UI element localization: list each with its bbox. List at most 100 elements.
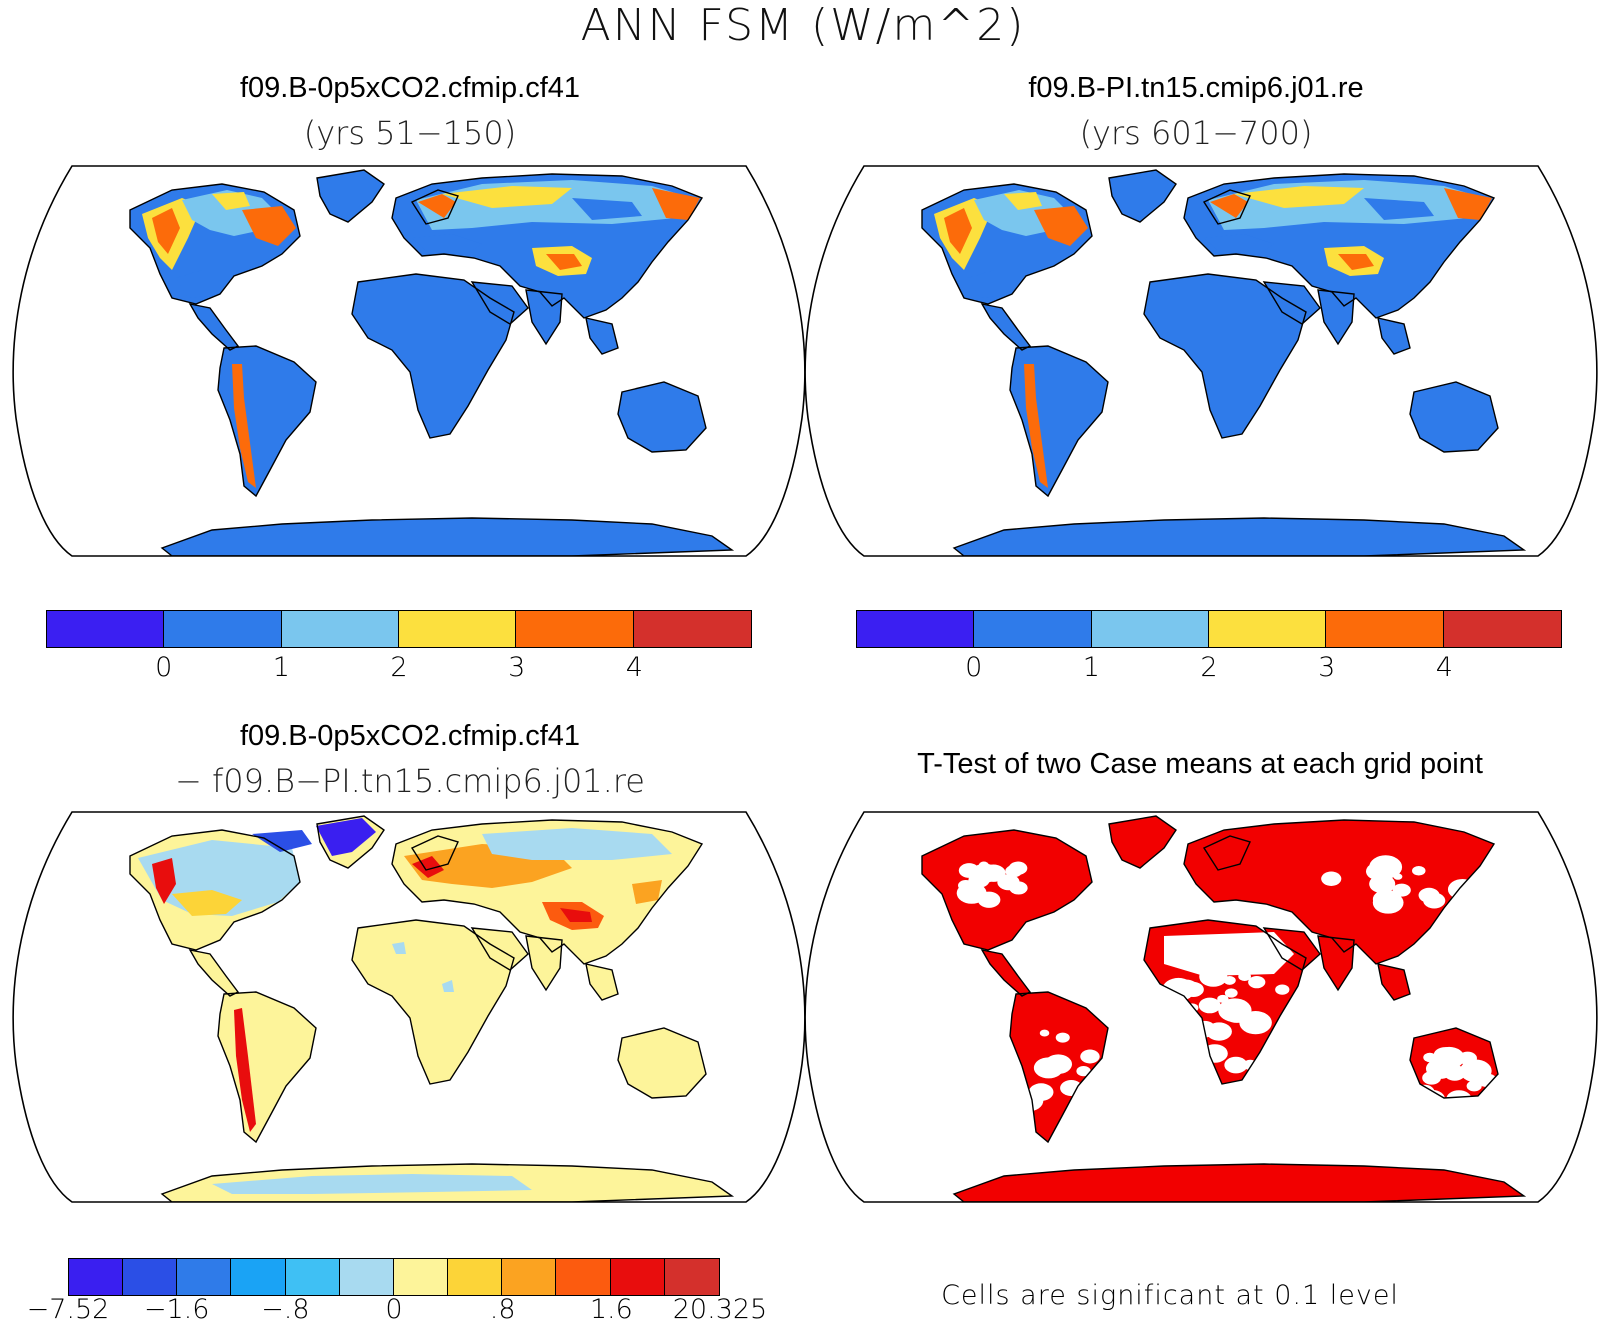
coastline-eurasia	[1183, 173, 1496, 319]
colorbar-box	[857, 611, 975, 647]
field-contour	[546, 254, 582, 270]
nonsignificant-patch	[1037, 1062, 1053, 1074]
nonsignificant-patch	[1224, 988, 1238, 998]
nonsignificant-patch	[981, 864, 1006, 882]
colorbar-box	[610, 1259, 665, 1295]
coastline-india	[525, 289, 563, 346]
coastline-northAmerica	[129, 183, 301, 305]
nonsignificant-patch	[1446, 1090, 1472, 1109]
colorbar-box	[448, 1259, 503, 1295]
map-content	[805, 812, 1597, 1202]
colorbar-panel-3	[68, 1258, 720, 1296]
colorbar-tick-label: 4	[1435, 652, 1453, 683]
field-contour	[212, 192, 250, 210]
nonsignificant-patch	[1321, 871, 1342, 886]
field-contour	[1210, 194, 1248, 218]
nonsignificant-patch	[1419, 1089, 1445, 1108]
field-contour	[652, 188, 700, 220]
coastline-scandinavia	[1202, 835, 1251, 871]
colorbar-tick-label: 2	[1200, 652, 1218, 683]
colorbar-box	[1443, 611, 1561, 647]
colorbar-tick-label: −.8	[261, 1294, 310, 1325]
nonsignificant-patch	[1229, 1002, 1247, 1015]
panel-2-subtitle: (yrs 601−700)	[1079, 114, 1313, 152]
coastline-india	[525, 935, 563, 992]
nonsignificant-patch	[1008, 861, 1028, 875]
nonsignificant-patch	[958, 879, 974, 891]
coastline-greenland	[316, 169, 385, 223]
map-content	[805, 166, 1597, 556]
field-contour	[1234, 186, 1364, 208]
field-contour	[412, 234, 482, 256]
coastline-australia	[617, 1027, 707, 1099]
land-greenland	[1109, 170, 1176, 222]
map-border	[804, 165, 1598, 557]
ttest-significance-note: Cells are significant at 0.1 level	[941, 1280, 1399, 1311]
colorbar-panel-1	[46, 610, 752, 648]
colorbar-tick-label: −7.52	[26, 1294, 110, 1325]
coastline-scandinavia	[410, 189, 459, 225]
land-scandinavia	[1204, 836, 1250, 870]
coastline-antarctica	[952, 1163, 1527, 1202]
colorbar-box	[1208, 611, 1327, 647]
colorbar-panel-2	[856, 610, 1562, 648]
colorbar-box	[177, 1259, 232, 1295]
field-contour	[944, 208, 972, 254]
colorbar-box	[164, 611, 282, 647]
nonsignificant-patch	[1453, 881, 1463, 888]
colorbar-tick-label: 20.325	[672, 1294, 768, 1325]
colorbar-box	[1326, 611, 1444, 647]
coastline-seAsia	[585, 317, 619, 355]
field-contour	[152, 208, 180, 254]
colorbar-box	[69, 1259, 124, 1295]
colorbar-box	[285, 1259, 340, 1295]
field-contour	[442, 186, 572, 208]
colorbar-tick-label: 1	[272, 652, 290, 683]
nonsignificant-patch	[1003, 1111, 1019, 1122]
coastline-southAmerica	[1009, 991, 1109, 1144]
field-contour	[172, 890, 242, 916]
land-centralAmerica	[982, 950, 1030, 996]
field-contour	[176, 270, 220, 298]
colorbar-box	[633, 611, 751, 647]
colorbar-tick-label: 0	[155, 652, 173, 683]
nonsignificant-patch	[1275, 984, 1290, 995]
field-contour	[442, 980, 454, 992]
nonsignificant-patch	[1257, 1012, 1267, 1020]
coastline-seAsia	[1377, 963, 1411, 1001]
map-panel-1	[12, 165, 806, 557]
nonsignificant-patch	[1039, 1029, 1050, 1037]
nonsignificant-patch	[1223, 976, 1236, 985]
field-contour	[212, 1174, 532, 1194]
nonsignificant-patch	[1372, 889, 1400, 909]
coastline-australia	[1409, 1027, 1499, 1099]
field-contour	[1004, 192, 1042, 210]
colorbar-tick-label: −1.6	[143, 1294, 210, 1325]
colorbar-tick-label: 2	[390, 652, 408, 683]
nonsignificant-patch	[1080, 1049, 1100, 1064]
colorbar-tick-label: 3	[1318, 652, 1336, 683]
coastline-greenland	[1108, 169, 1177, 223]
coastline-antarctica	[160, 1163, 735, 1202]
figure-title: ANN FSM (W/m^2)	[580, 0, 1026, 51]
nonsignificant-patch	[997, 1050, 1015, 1063]
land-centralAmerica	[190, 304, 238, 350]
field-contour	[252, 830, 312, 852]
colorbar-box	[393, 1259, 449, 1295]
nonsignificant-patch	[1422, 1071, 1442, 1085]
colorbar-box	[664, 1259, 719, 1295]
coastline-greenland	[316, 815, 385, 869]
colorbar-panel-2-ticks: 0 1 2 3 4	[856, 652, 1562, 686]
land-centralAmerica	[982, 304, 1030, 350]
panel-4-title: T-Test of two Case means at each grid po…	[917, 748, 1483, 780]
coastline-northAmerica	[921, 183, 1093, 305]
colorbar-box	[398, 611, 517, 647]
coastline-greenland	[1108, 815, 1177, 869]
panel-1-title: f09.B-0p5xCO2.cfmip.cf41	[239, 72, 581, 104]
nonsignificant-patch	[1013, 1089, 1044, 1112]
land-africa	[352, 274, 514, 438]
map-panel-4	[804, 811, 1598, 1203]
nonsignificant-patch	[1477, 1073, 1497, 1088]
colorbar-box	[231, 1259, 286, 1295]
nonsignificant-patch	[1076, 1065, 1091, 1077]
